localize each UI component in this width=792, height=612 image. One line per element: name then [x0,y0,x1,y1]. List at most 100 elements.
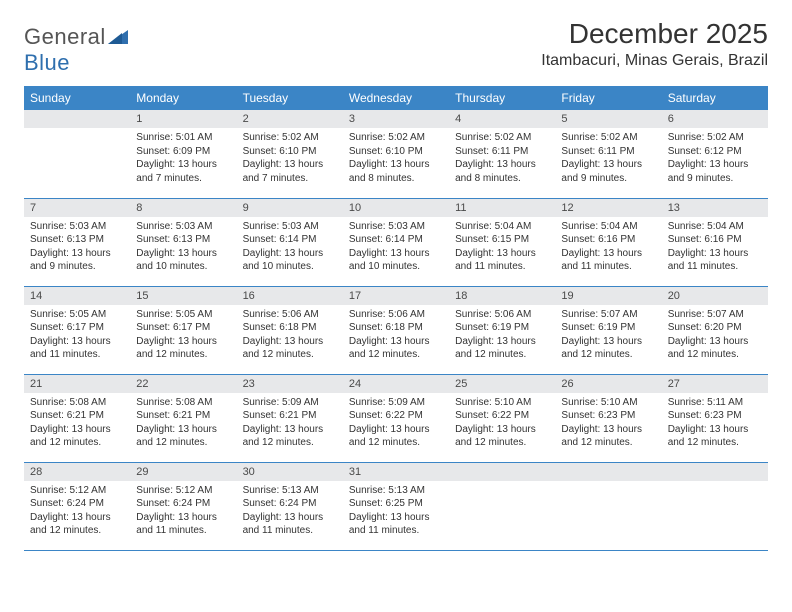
calendar-day-cell: 23Sunrise: 5:09 AMSunset: 6:21 PMDayligh… [237,374,343,462]
sunset-text: Sunset: 6:21 PM [136,409,230,423]
daylight-text-2: and 12 minutes. [30,524,124,538]
day-details: Sunrise: 5:08 AMSunset: 6:21 PMDaylight:… [24,393,130,456]
day-details [24,128,130,178]
sunset-text: Sunset: 6:18 PM [243,321,337,335]
brand-text: General Blue [24,24,128,76]
daylight-text-1: Daylight: 13 hours [243,247,337,261]
sunrise-text: Sunrise: 5:08 AM [30,396,124,410]
daylight-text-2: and 9 minutes. [668,172,762,186]
daylight-text-2: and 12 minutes. [136,348,230,362]
day-number: 9 [237,199,343,217]
day-number [662,463,768,481]
weekday-header-row: SundayMondayTuesdayWednesdayThursdayFrid… [24,86,768,110]
calendar-day-cell: 7Sunrise: 5:03 AMSunset: 6:13 PMDaylight… [24,198,130,286]
day-number: 3 [343,110,449,128]
location-text: Itambacuri, Minas Gerais, Brazil [541,52,768,70]
calendar-week-row: 7Sunrise: 5:03 AMSunset: 6:13 PMDaylight… [24,198,768,286]
daylight-text-2: and 11 minutes. [30,348,124,362]
sunset-text: Sunset: 6:11 PM [561,145,655,159]
sunset-text: Sunset: 6:25 PM [349,497,443,511]
calendar-day-cell: 31Sunrise: 5:13 AMSunset: 6:25 PMDayligh… [343,462,449,550]
calendar-day-cell: 20Sunrise: 5:07 AMSunset: 6:20 PMDayligh… [662,286,768,374]
sunrise-text: Sunrise: 5:11 AM [668,396,762,410]
sunrise-text: Sunrise: 5:07 AM [668,308,762,322]
sunrise-text: Sunrise: 5:13 AM [243,484,337,498]
daylight-text-1: Daylight: 13 hours [668,158,762,172]
sunrise-text: Sunrise: 5:06 AM [455,308,549,322]
daylight-text-2: and 12 minutes. [668,348,762,362]
day-number: 13 [662,199,768,217]
day-details: Sunrise: 5:06 AMSunset: 6:19 PMDaylight:… [449,305,555,368]
header: General Blue December 2025 Itambacuri, M… [24,18,768,76]
daylight-text-1: Daylight: 13 hours [136,511,230,525]
day-details: Sunrise: 5:04 AMSunset: 6:15 PMDaylight:… [449,217,555,280]
daylight-text-2: and 12 minutes. [30,436,124,450]
daylight-text-1: Daylight: 13 hours [243,423,337,437]
day-details [449,481,555,531]
daylight-text-1: Daylight: 13 hours [136,247,230,261]
calendar-body: 1Sunrise: 5:01 AMSunset: 6:09 PMDaylight… [24,110,768,550]
calendar-day-cell [449,462,555,550]
day-details: Sunrise: 5:07 AMSunset: 6:20 PMDaylight:… [662,305,768,368]
sunset-text: Sunset: 6:22 PM [349,409,443,423]
day-details: Sunrise: 5:12 AMSunset: 6:24 PMDaylight:… [130,481,236,544]
daylight-text-2: and 12 minutes. [668,436,762,450]
day-details: Sunrise: 5:04 AMSunset: 6:16 PMDaylight:… [662,217,768,280]
calendar-day-cell: 25Sunrise: 5:10 AMSunset: 6:22 PMDayligh… [449,374,555,462]
daylight-text-2: and 8 minutes. [349,172,443,186]
calendar-day-cell: 28Sunrise: 5:12 AMSunset: 6:24 PMDayligh… [24,462,130,550]
calendar-day-cell: 6Sunrise: 5:02 AMSunset: 6:12 PMDaylight… [662,110,768,198]
sunrise-text: Sunrise: 5:01 AM [136,131,230,145]
day-number: 11 [449,199,555,217]
day-number: 22 [130,375,236,393]
sunrise-text: Sunrise: 5:10 AM [561,396,655,410]
day-number: 4 [449,110,555,128]
sunrise-text: Sunrise: 5:13 AM [349,484,443,498]
day-details: Sunrise: 5:10 AMSunset: 6:23 PMDaylight:… [555,393,661,456]
daylight-text-1: Daylight: 13 hours [455,335,549,349]
sunrise-text: Sunrise: 5:03 AM [136,220,230,234]
day-details: Sunrise: 5:06 AMSunset: 6:18 PMDaylight:… [343,305,449,368]
day-number: 12 [555,199,661,217]
day-details [555,481,661,531]
brand-logo: General Blue [24,18,128,76]
sunset-text: Sunset: 6:17 PM [136,321,230,335]
calendar-day-cell: 8Sunrise: 5:03 AMSunset: 6:13 PMDaylight… [130,198,236,286]
calendar-week-row: 28Sunrise: 5:12 AMSunset: 6:24 PMDayligh… [24,462,768,550]
day-number: 28 [24,463,130,481]
daylight-text-1: Daylight: 13 hours [136,335,230,349]
sunrise-text: Sunrise: 5:02 AM [349,131,443,145]
daylight-text-2: and 12 minutes. [243,436,337,450]
calendar-day-cell: 18Sunrise: 5:06 AMSunset: 6:19 PMDayligh… [449,286,555,374]
weekday-header: Friday [555,86,661,110]
sunrise-text: Sunrise: 5:04 AM [668,220,762,234]
daylight-text-2: and 11 minutes. [243,524,337,538]
daylight-text-2: and 9 minutes. [561,172,655,186]
day-number: 19 [555,287,661,305]
daylight-text-1: Daylight: 13 hours [349,158,443,172]
sunset-text: Sunset: 6:24 PM [243,497,337,511]
day-number: 15 [130,287,236,305]
day-number: 25 [449,375,555,393]
calendar-day-cell: 1Sunrise: 5:01 AMSunset: 6:09 PMDaylight… [130,110,236,198]
day-number: 18 [449,287,555,305]
day-details [662,481,768,531]
daylight-text-2: and 10 minutes. [349,260,443,274]
daylight-text-1: Daylight: 13 hours [349,335,443,349]
daylight-text-1: Daylight: 13 hours [561,423,655,437]
daylight-text-2: and 12 minutes. [349,348,443,362]
sunrise-text: Sunrise: 5:07 AM [561,308,655,322]
day-details: Sunrise: 5:03 AMSunset: 6:14 PMDaylight:… [343,217,449,280]
brand-general: General [24,24,106,49]
sunset-text: Sunset: 6:19 PM [455,321,549,335]
calendar-day-cell: 10Sunrise: 5:03 AMSunset: 6:14 PMDayligh… [343,198,449,286]
calendar-day-cell: 30Sunrise: 5:13 AMSunset: 6:24 PMDayligh… [237,462,343,550]
daylight-text-1: Daylight: 13 hours [349,423,443,437]
daylight-text-1: Daylight: 13 hours [668,247,762,261]
daylight-text-2: and 7 minutes. [136,172,230,186]
day-number: 7 [24,199,130,217]
day-number [24,110,130,128]
daylight-text-2: and 11 minutes. [349,524,443,538]
day-number: 17 [343,287,449,305]
day-number: 24 [343,375,449,393]
